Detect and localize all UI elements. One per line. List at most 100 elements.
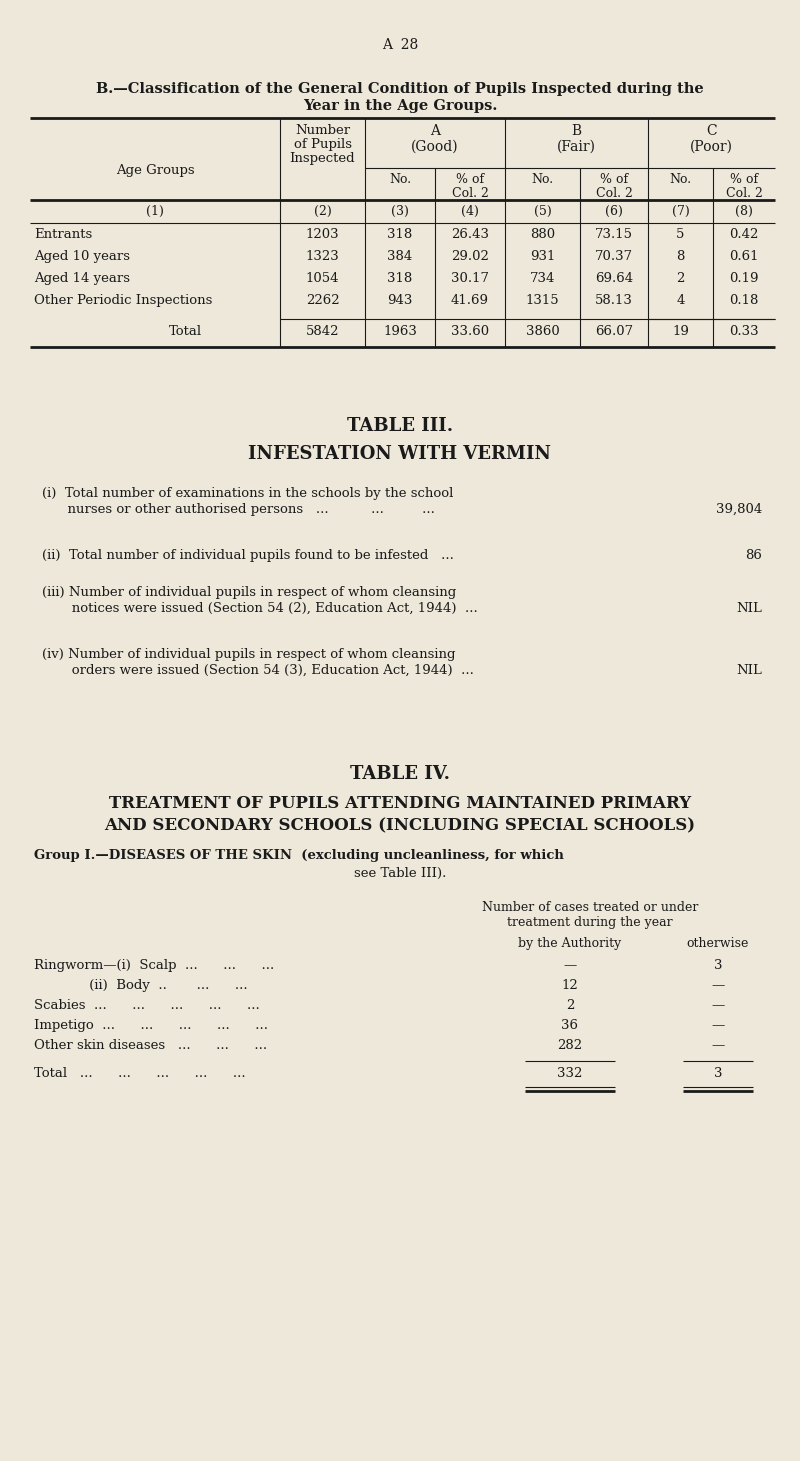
Text: Other skin diseases   ...      ...      ...: Other skin diseases ... ... ... <box>34 1039 267 1052</box>
Text: —: — <box>711 999 725 1012</box>
Text: Total   ...      ...      ...      ...      ...: Total ... ... ... ... ... <box>34 1067 246 1080</box>
Text: TABLE III.: TABLE III. <box>347 416 453 435</box>
Text: by the Authority: by the Authority <box>518 937 622 950</box>
Text: B: B <box>571 124 582 137</box>
Text: (ii)  Body  ..       ...      ...: (ii) Body .. ... ... <box>34 979 248 992</box>
Text: Entrants: Entrants <box>34 228 92 241</box>
Text: 1323: 1323 <box>306 250 339 263</box>
Text: (1): (1) <box>146 205 164 218</box>
Text: (2): (2) <box>314 205 331 218</box>
Text: 8: 8 <box>676 250 685 263</box>
Text: 282: 282 <box>558 1039 582 1052</box>
Text: —: — <box>563 958 577 972</box>
Text: 880: 880 <box>530 228 555 241</box>
Text: (Poor): (Poor) <box>690 140 733 153</box>
Text: A: A <box>430 124 440 137</box>
Text: notices were issued (Section 54 (2), Education Act, 1944)  ...: notices were issued (Section 54 (2), Edu… <box>42 602 478 615</box>
Text: 0.42: 0.42 <box>730 228 758 241</box>
Text: 39,804: 39,804 <box>716 503 762 516</box>
Text: Col. 2: Col. 2 <box>595 187 633 200</box>
Text: (ii)  Total number of individual pupils found to be infested   ...: (ii) Total number of individual pupils f… <box>42 549 454 562</box>
Text: NIL: NIL <box>736 602 762 615</box>
Text: 384: 384 <box>387 250 413 263</box>
Text: 2: 2 <box>676 272 685 285</box>
Text: (Good): (Good) <box>411 140 459 153</box>
Text: (Fair): (Fair) <box>557 140 596 153</box>
Text: 70.37: 70.37 <box>595 250 633 263</box>
Text: 4: 4 <box>676 294 685 307</box>
Text: 318: 318 <box>387 272 413 285</box>
Text: 26.43: 26.43 <box>451 228 489 241</box>
Text: Ringworm—(i)  Scalp  ...      ...      ...: Ringworm—(i) Scalp ... ... ... <box>34 958 274 972</box>
Text: treatment during the year: treatment during the year <box>507 916 673 929</box>
Text: 19: 19 <box>672 324 689 337</box>
Text: (iv) Number of individual pupils in respect of whom cleansing: (iv) Number of individual pupils in resp… <box>42 649 455 660</box>
Text: 33.60: 33.60 <box>451 324 489 337</box>
Text: 58.13: 58.13 <box>595 294 633 307</box>
Text: Aged 14 years: Aged 14 years <box>34 272 130 285</box>
Text: 1963: 1963 <box>383 324 417 337</box>
Text: No.: No. <box>531 172 554 186</box>
Text: Total: Total <box>169 324 202 337</box>
Text: A  28: A 28 <box>382 38 418 53</box>
Text: 1054: 1054 <box>306 272 339 285</box>
Text: —: — <box>711 1018 725 1031</box>
Text: 86: 86 <box>745 549 762 562</box>
Text: (8): (8) <box>735 205 753 218</box>
Text: 2: 2 <box>566 999 574 1012</box>
Text: Aged 10 years: Aged 10 years <box>34 250 130 263</box>
Text: (5): (5) <box>534 205 551 218</box>
Text: 41.69: 41.69 <box>451 294 489 307</box>
Text: Inspected: Inspected <box>290 152 355 165</box>
Text: Number: Number <box>295 124 350 137</box>
Text: 734: 734 <box>530 272 555 285</box>
Text: 36: 36 <box>562 1018 578 1031</box>
Text: 0.61: 0.61 <box>730 250 758 263</box>
Text: No.: No. <box>670 172 691 186</box>
Text: otherwise: otherwise <box>687 937 749 950</box>
Text: 0.19: 0.19 <box>730 272 758 285</box>
Text: 29.02: 29.02 <box>451 250 489 263</box>
Text: Scabies  ...      ...      ...      ...      ...: Scabies ... ... ... ... ... <box>34 999 260 1012</box>
Text: % of: % of <box>730 172 758 186</box>
Text: 5: 5 <box>676 228 685 241</box>
Text: Age Groups: Age Groups <box>116 164 194 177</box>
Text: (7): (7) <box>672 205 690 218</box>
Text: Col. 2: Col. 2 <box>451 187 489 200</box>
Text: Year in the Age Groups.: Year in the Age Groups. <box>303 99 497 112</box>
Text: orders were issued (Section 54 (3), Education Act, 1944)  ...: orders were issued (Section 54 (3), Educ… <box>42 663 474 676</box>
Text: 5842: 5842 <box>306 324 339 337</box>
Text: INFESTATION WITH VERMIN: INFESTATION WITH VERMIN <box>249 446 551 463</box>
Text: AND SECONDARY SCHOOLS (INCLUDING SPECIAL SCHOOLS): AND SECONDARY SCHOOLS (INCLUDING SPECIAL… <box>105 817 695 834</box>
Text: Other Periodic Inspections: Other Periodic Inspections <box>34 294 212 307</box>
Text: TREATMENT OF PUPILS ATTENDING MAINTAINED PRIMARY: TREATMENT OF PUPILS ATTENDING MAINTAINED… <box>109 795 691 812</box>
Text: 1203: 1203 <box>306 228 339 241</box>
Text: nurses or other authorised persons   ...          ...         ...: nurses or other authorised persons ... .… <box>42 503 435 516</box>
Text: NIL: NIL <box>736 663 762 676</box>
Text: (6): (6) <box>605 205 623 218</box>
Text: 66.07: 66.07 <box>595 324 633 337</box>
Text: (3): (3) <box>391 205 409 218</box>
Text: 12: 12 <box>562 979 578 992</box>
Text: 943: 943 <box>387 294 413 307</box>
Text: Impetigo  ...      ...      ...      ...      ...: Impetigo ... ... ... ... ... <box>34 1018 268 1031</box>
Text: TABLE IV.: TABLE IV. <box>350 766 450 783</box>
Text: 2262: 2262 <box>306 294 339 307</box>
Text: 3: 3 <box>714 958 722 972</box>
Text: 3: 3 <box>714 1067 722 1080</box>
Text: C: C <box>706 124 717 137</box>
Text: 0.18: 0.18 <box>730 294 758 307</box>
Text: 3860: 3860 <box>526 324 559 337</box>
Text: 332: 332 <box>558 1067 582 1080</box>
Text: of Pupils: of Pupils <box>294 137 351 150</box>
Text: 0.33: 0.33 <box>729 324 759 337</box>
Text: Group I.—DISEASES OF THE SKIN  (excluding uncleanliness, for which: Group I.—DISEASES OF THE SKIN (excluding… <box>34 849 564 862</box>
Text: % of: % of <box>600 172 628 186</box>
Text: 1315: 1315 <box>526 294 559 307</box>
Text: 931: 931 <box>530 250 555 263</box>
Text: 69.64: 69.64 <box>595 272 633 285</box>
Text: (i)  Total number of examinations in the schools by the school: (i) Total number of examinations in the … <box>42 487 454 500</box>
Text: (4): (4) <box>461 205 479 218</box>
Text: No.: No. <box>389 172 411 186</box>
Text: —: — <box>711 1039 725 1052</box>
